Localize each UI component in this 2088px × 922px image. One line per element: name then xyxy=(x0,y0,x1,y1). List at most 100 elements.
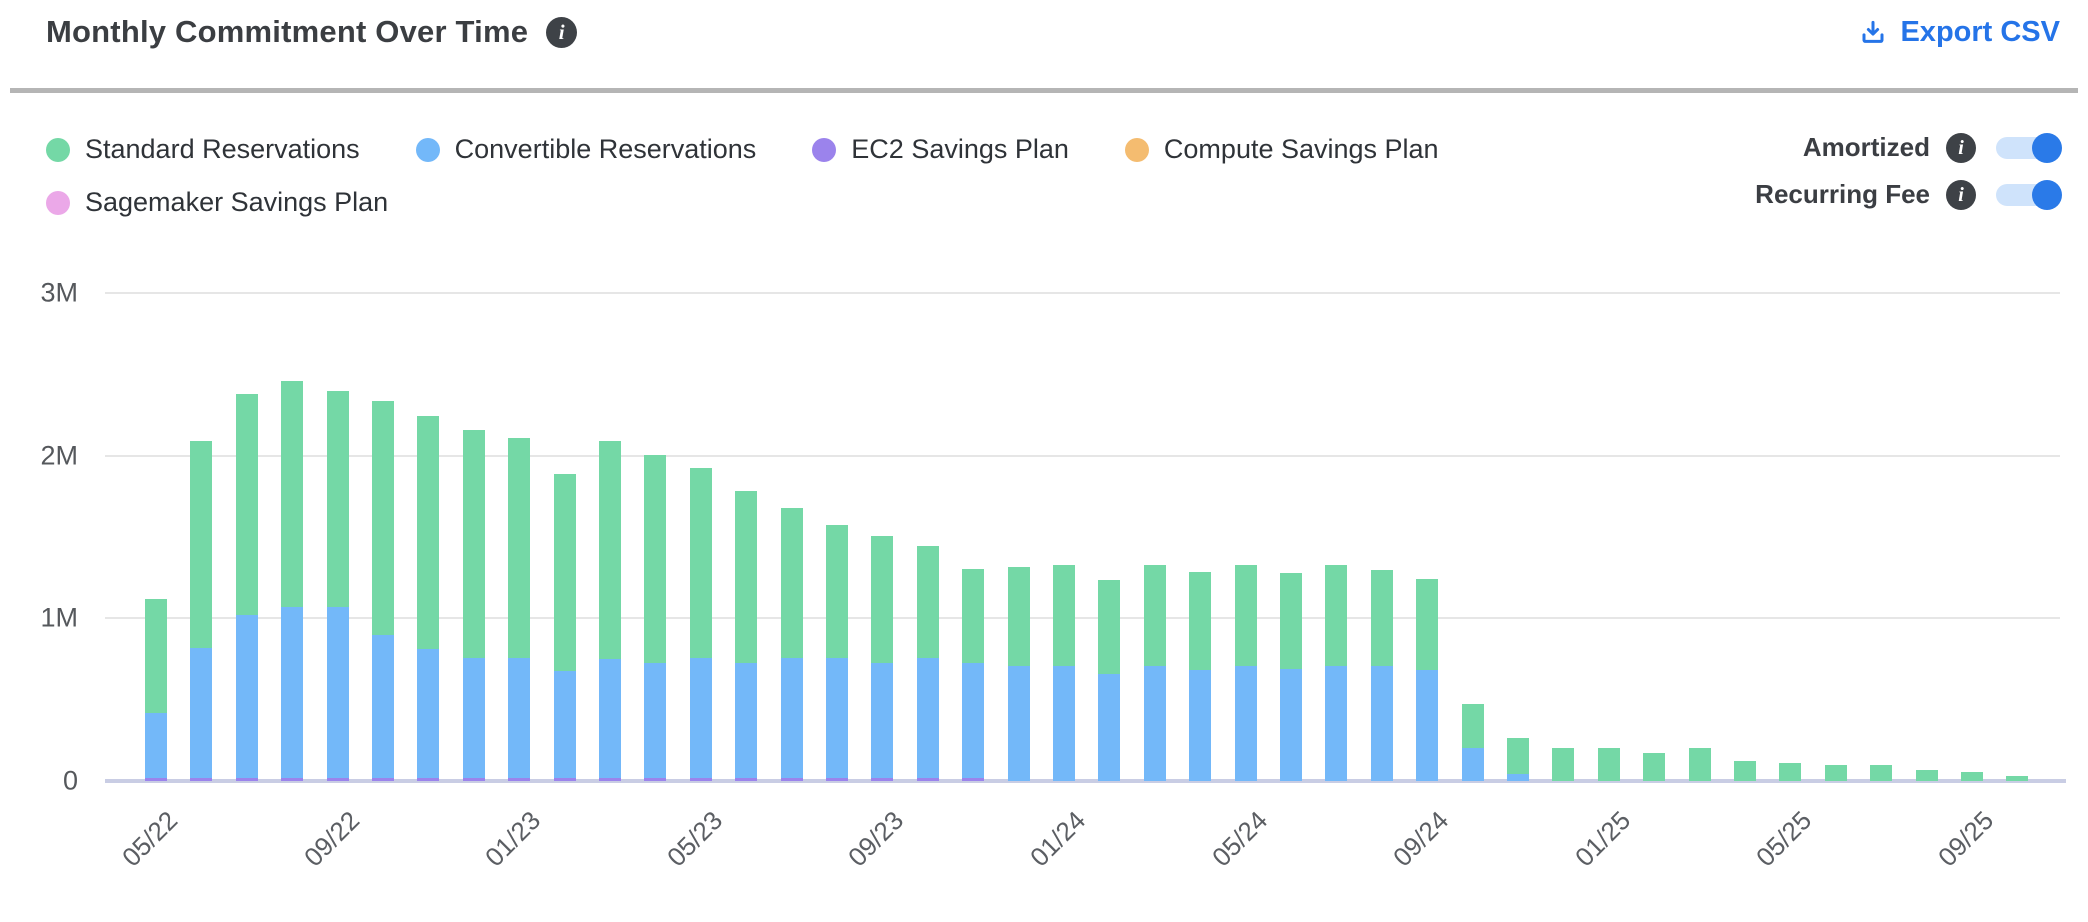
x-tick-09-22: 09/22 xyxy=(297,805,365,873)
bar-09-24[interactable] xyxy=(1416,579,1439,781)
bar-09-25[interactable] xyxy=(1961,772,1983,781)
bar-10-24[interactable] xyxy=(1461,704,1484,781)
bar-segment-standard-reservations xyxy=(1870,765,1893,781)
bar-06-23[interactable] xyxy=(735,491,758,781)
legend-dot-sagemaker-savings-plan xyxy=(46,190,70,215)
bar-segment-ec2-savings-plan xyxy=(735,778,758,781)
bar-11-23[interactable] xyxy=(962,569,985,781)
bar-04-23[interactable] xyxy=(644,455,667,781)
bar-09-23[interactable] xyxy=(871,536,894,781)
bar-07-22[interactable] xyxy=(235,394,258,781)
info-icon-amortized[interactable]: i xyxy=(1946,132,1976,163)
bar-07-24[interactable] xyxy=(1325,565,1348,781)
toggle-row-recurring-fee: Recurring Fee i xyxy=(1755,179,2062,210)
bar-12-23[interactable] xyxy=(1007,567,1030,781)
legend-item-convertible-reservations[interactable]: Convertible Reservations xyxy=(415,134,756,165)
bar-12-22[interactable] xyxy=(462,430,485,781)
bar-segment-ec2-savings-plan xyxy=(871,778,894,781)
bar-segment-standard-reservations xyxy=(281,381,304,607)
x-tick-01-23: 01/23 xyxy=(479,805,547,873)
bar-segment-standard-reservations xyxy=(1143,565,1166,666)
y-tick-2m: 2M xyxy=(40,440,78,471)
bar-05-24[interactable] xyxy=(1234,565,1257,781)
bar-04-25[interactable] xyxy=(1734,761,1756,781)
bar-06-22[interactable] xyxy=(190,441,213,781)
bar-segment-convertible-reservations xyxy=(281,607,304,778)
bar-05-23[interactable] xyxy=(689,468,712,781)
chart-legend: Standard Reservations Convertible Reserva… xyxy=(46,134,1486,218)
info-icon-recurring-fee[interactable]: i xyxy=(1946,179,1976,210)
bar-segment-ec2-savings-plan xyxy=(462,778,485,781)
bar-segment-standard-reservations xyxy=(508,438,531,658)
bar-segment-ec2-savings-plan xyxy=(145,778,167,781)
bar-segment-convertible-reservations xyxy=(1053,666,1075,781)
bar-06-24[interactable] xyxy=(1280,573,1302,781)
bar-segment-convertible-reservations xyxy=(1370,666,1393,781)
bar-01-23[interactable] xyxy=(508,438,531,781)
bar-segment-convertible-reservations xyxy=(1280,669,1302,781)
title-info-icon[interactable]: i xyxy=(546,16,578,48)
legend-item-compute-savings-plan[interactable]: Compute Savings Plan xyxy=(1124,134,1439,165)
bar-segment-ec2-savings-plan xyxy=(689,778,712,781)
bar-06-25[interactable] xyxy=(1824,765,1847,781)
bar-segment-convertible-reservations xyxy=(190,648,213,778)
toggle-label-recurring-fee: Recurring Fee xyxy=(1755,179,1930,209)
bar-10-25[interactable] xyxy=(2006,776,2029,781)
x-tick-01-24: 01/24 xyxy=(1023,805,1092,873)
legend-label: EC2 Savings Plan xyxy=(851,134,1069,164)
gridline-3m xyxy=(105,292,2060,294)
bar-11-24[interactable] xyxy=(1507,738,1529,781)
bar-segment-convertible-reservations xyxy=(145,713,167,778)
bar-08-25[interactable] xyxy=(1915,770,1938,781)
bar-segment-convertible-reservations xyxy=(553,671,576,778)
bar-05-22[interactable] xyxy=(145,599,167,781)
toggle-switch-amortized[interactable] xyxy=(1996,132,2062,163)
bar-08-24[interactable] xyxy=(1370,570,1393,781)
bar-segment-ec2-savings-plan xyxy=(553,778,576,781)
bar-10-23[interactable] xyxy=(916,546,939,781)
toggle-switch-recurring-fee[interactable] xyxy=(1996,179,2062,210)
bar-segment-ec2-savings-plan xyxy=(372,778,394,781)
bar-segment-standard-reservations xyxy=(644,455,667,663)
bar-segment-convertible-reservations xyxy=(1098,674,1121,781)
bar-01-25[interactable] xyxy=(1597,748,1620,781)
bar-segment-standard-reservations xyxy=(1280,573,1302,669)
bar-08-22[interactable] xyxy=(281,381,304,781)
bar-03-23[interactable] xyxy=(599,441,621,781)
bar-09-22[interactable] xyxy=(326,391,349,781)
bar-11-22[interactable] xyxy=(417,416,440,781)
legend-item-sagemaker-savings-plan[interactable]: Sagemaker Savings Plan xyxy=(46,187,388,218)
gridline-1m xyxy=(105,617,2060,620)
bar-02-24[interactable] xyxy=(1098,580,1121,781)
legend-item-ec2-savings-plan[interactable]: EC2 Savings Plan xyxy=(812,134,1069,165)
bar-03-25[interactable] xyxy=(1688,748,1711,781)
bar-02-23[interactable] xyxy=(553,474,576,781)
bar-segment-convertible-reservations xyxy=(826,658,848,778)
header-divider xyxy=(10,88,2078,93)
bar-07-23[interactable] xyxy=(780,508,803,781)
bar-segment-standard-reservations xyxy=(826,525,848,658)
x-tick-05-25: 05/25 xyxy=(1750,805,1818,873)
bar-segment-standard-reservations xyxy=(1779,763,1802,781)
bar-12-24[interactable] xyxy=(1552,748,1575,781)
bar-segment-standard-reservations xyxy=(190,441,213,648)
bar-04-24[interactable] xyxy=(1189,572,1212,781)
bar-05-25[interactable] xyxy=(1779,763,1802,781)
toggle-label-amortized: Amortized xyxy=(1802,132,1930,162)
bar-segment-standard-reservations xyxy=(1416,579,1439,670)
bar-08-23[interactable] xyxy=(826,525,848,781)
plot-area: 0 1M 2M 3M 05/22 09/22 01/23 05/23 09/23 01/24 05/… xyxy=(40,278,2066,872)
bar-01-24[interactable] xyxy=(1053,565,1075,781)
bar-07-25[interactable] xyxy=(1870,765,1893,781)
export-csv-button[interactable]: Export CSV xyxy=(1858,16,2060,49)
bar-02-25[interactable] xyxy=(1643,753,1666,781)
legend-item-standard-reservations[interactable]: Standard Reservations xyxy=(46,134,360,165)
bar-segment-standard-reservations xyxy=(1507,738,1529,774)
x-tick-05-24: 05/24 xyxy=(1205,805,1273,873)
bar-03-24[interactable] xyxy=(1143,565,1166,781)
legend-label: Sagemaker Savings Plan xyxy=(85,187,389,217)
bar-10-22[interactable] xyxy=(372,401,394,781)
bar-segment-standard-reservations xyxy=(871,536,894,663)
bar-segment-standard-reservations xyxy=(1643,753,1666,781)
bar-segment-convertible-reservations xyxy=(1007,666,1030,781)
